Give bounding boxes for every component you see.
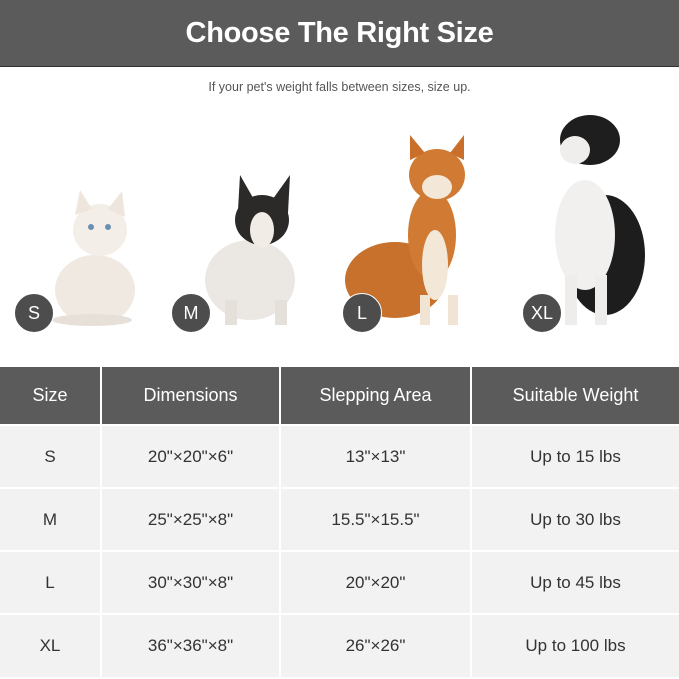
- cell-sleeping-area: 26"×26": [279, 613, 471, 677]
- column-header-weight: Suitable Weight: [470, 367, 679, 425]
- cell-size: L: [0, 550, 101, 614]
- table-row: XL 36"×36"×8" 26"×26" Up to 100 lbs: [0, 613, 679, 677]
- size-badge-l: L: [342, 293, 382, 333]
- cell-sleeping-area: 20"×20": [279, 550, 471, 614]
- page-title: Choose The Right Size: [185, 16, 494, 49]
- cell-weight: Up to 100 lbs: [470, 613, 679, 677]
- size-badge-m: M: [171, 293, 211, 333]
- cell-dimensions: 36"×36"×8": [100, 613, 280, 677]
- cell-dimensions: 30"×30"×8": [100, 550, 280, 614]
- size-chart-table: Size Dimensions Slepping Area Suitable W…: [0, 367, 679, 677]
- border-collie-image: [555, 115, 645, 325]
- column-header-sleeping-area: Slepping Area: [279, 367, 471, 425]
- cell-size: XL: [0, 613, 101, 677]
- cell-size: M: [0, 487, 101, 551]
- cell-dimensions: 20"×20"×6": [100, 424, 280, 488]
- pets-illustration: [52, 115, 645, 326]
- cell-size: S: [0, 424, 101, 488]
- size-badge-s: S: [14, 293, 54, 333]
- cell-weight: Up to 30 lbs: [470, 487, 679, 551]
- size-tip: If your pet's weight falls between sizes…: [208, 80, 471, 94]
- cell-dimensions: 25"×25"×8": [100, 487, 280, 551]
- table-header-row: Size Dimensions Slepping Area Suitable W…: [0, 367, 679, 425]
- size-badge-xl: XL: [522, 293, 562, 333]
- french-bulldog-image: [205, 175, 295, 325]
- cell-weight: Up to 15 lbs: [470, 424, 679, 488]
- table-row: L 30"×30"×8" 20"×20" Up to 45 lbs: [0, 550, 679, 614]
- cell-sleeping-area: 15.5"×15.5": [279, 487, 471, 551]
- table-row: M 25"×25"×8" 15.5"×15.5" Up to 30 lbs: [0, 487, 679, 551]
- column-header-dimensions: Dimensions: [100, 367, 280, 425]
- column-header-size: Size: [0, 367, 101, 425]
- cell-sleeping-area: 13"×13": [279, 424, 471, 488]
- table-row: S 20"×20"×6" 13"×13" Up to 15 lbs: [0, 424, 679, 488]
- header-banner: Choose The Right Size: [0, 0, 679, 67]
- cell-weight: Up to 45 lbs: [470, 550, 679, 614]
- cat-image: [52, 190, 135, 326]
